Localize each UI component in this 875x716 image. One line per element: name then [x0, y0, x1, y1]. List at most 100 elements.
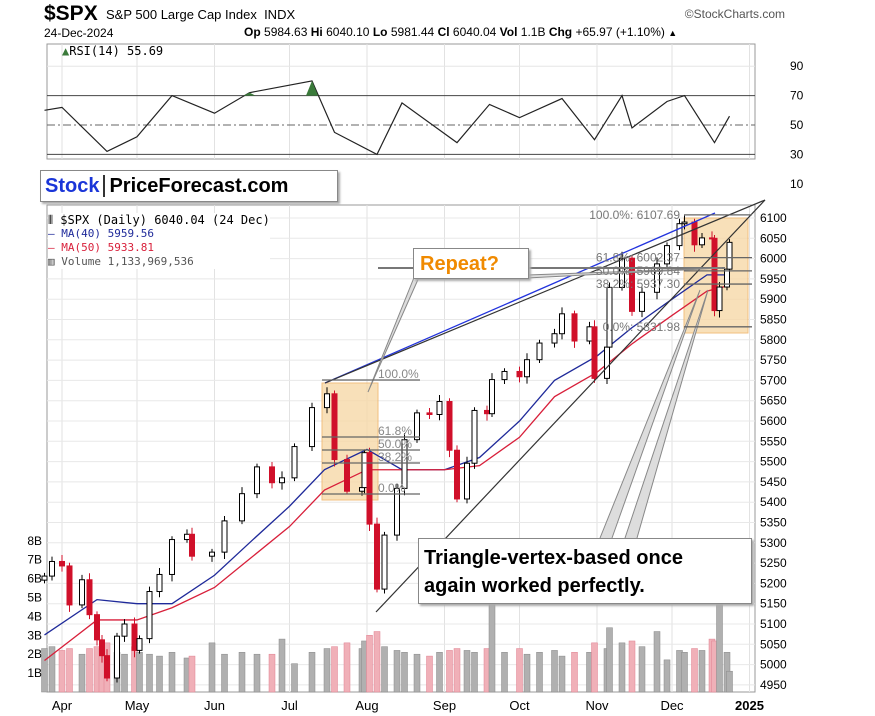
volume-bar — [726, 670, 733, 693]
candle-body — [414, 412, 420, 441]
candle-body — [711, 237, 718, 312]
symbol: $SPX — [44, 2, 98, 25]
candle-body — [426, 412, 433, 416]
vol-value: 1.1B — [520, 25, 546, 39]
volume-icon: ▥ — [48, 255, 55, 268]
volume-bar — [208, 642, 216, 693]
price-tick-label: 5150 — [760, 597, 787, 611]
op-label: Op — [244, 25, 261, 39]
candle-body — [489, 379, 495, 415]
volume-tick-label: 3B — [27, 628, 42, 642]
volume-bar — [698, 650, 706, 693]
candle-body — [571, 313, 578, 342]
candle-body — [516, 370, 523, 378]
candle-body — [114, 635, 120, 679]
candle-body — [136, 638, 143, 651]
price-tick-label: 5100 — [760, 617, 787, 631]
triangle-pointer-2 — [624, 289, 709, 539]
candle-body — [639, 291, 645, 312]
candle-body — [331, 393, 338, 461]
candle-body — [366, 452, 373, 525]
candle-body — [269, 466, 275, 484]
candle-body — [484, 409, 490, 415]
candle-body — [239, 493, 245, 522]
volume-bar — [156, 655, 163, 693]
volume-bar — [146, 653, 153, 693]
volume-bar — [291, 663, 298, 693]
price-tick-label: 5250 — [760, 556, 787, 570]
fib-label-right: 38.2%: 5937.30 — [596, 277, 680, 291]
rsi-overbought-fill — [306, 80, 318, 96]
candle-body — [209, 551, 215, 557]
price-tick-label: 6100 — [760, 211, 787, 225]
price-tick-label: 5950 — [760, 272, 787, 286]
volume-bar — [471, 652, 478, 693]
fib-label-left: 0.0% — [378, 481, 406, 495]
volume-bar — [551, 650, 558, 693]
price-tick-label: 5350 — [760, 516, 787, 530]
candle-body — [169, 539, 175, 575]
price-tick-label: 5200 — [760, 576, 787, 590]
volume-tick-label: 5B — [27, 591, 42, 605]
volume-bar — [436, 652, 443, 693]
up-arrow-icon: ▲ — [668, 28, 678, 38]
candle-body — [606, 286, 613, 348]
fib-label-right: 50.0%: 5969.84 — [596, 264, 680, 278]
date: 24-Dec-2024 — [44, 26, 114, 40]
rsi-tick-label: 90 — [790, 59, 804, 73]
candle-body — [524, 359, 530, 378]
repeat-pointer-left — [367, 274, 421, 393]
price-tick-label: 5400 — [760, 495, 787, 509]
candle-body — [436, 401, 443, 416]
hi-value: 6040.10 — [326, 25, 370, 39]
volume-bar — [121, 653, 128, 693]
candle-body — [94, 614, 100, 641]
triangle-callout-line1: Triangle-vertex-based once — [424, 547, 683, 569]
fib-label-left: 61.8% — [378, 424, 412, 438]
volume-bar — [66, 648, 73, 693]
price-tick-label: 5700 — [760, 373, 787, 387]
candle-body — [156, 573, 163, 593]
volume-bar — [278, 638, 286, 693]
volume-bar — [308, 652, 316, 693]
candle-body — [681, 221, 688, 225]
candle-body — [66, 565, 73, 606]
volume-bar — [41, 648, 48, 693]
candle-body — [464, 462, 470, 500]
price-tick-label: 5050 — [760, 637, 787, 651]
candle-body — [699, 237, 705, 246]
volume-bar — [571, 652, 578, 693]
fib-label-right: 61.8%: 6002.37 — [596, 251, 680, 265]
exchange: INDX — [264, 7, 296, 22]
volume-bar — [343, 642, 351, 693]
volume-bar — [323, 648, 331, 693]
candle-body — [591, 326, 598, 379]
candle-body — [446, 401, 453, 451]
candle-body — [654, 263, 660, 293]
volume-bar — [691, 648, 698, 693]
candle-body — [49, 560, 55, 577]
legend: ⫴ $SPX (Daily) 6040.04 (24 Dec) — MA(40)… — [48, 213, 270, 269]
price-tick-label: 5450 — [760, 475, 787, 489]
logo: Stock PriceForecast.com — [40, 170, 338, 202]
fib-label-left: 38.2% — [378, 450, 412, 464]
x-tick-label: Oct — [509, 698, 530, 713]
ohlc-line: Op 5984.63 Hi 6040.10 Lo 5981.44 Cl 6040… — [244, 25, 677, 39]
candle-body — [309, 407, 315, 448]
candle-body — [471, 409, 478, 464]
candle-body — [604, 346, 610, 379]
candle-body — [291, 446, 298, 479]
volume-bar — [453, 648, 461, 693]
legend-ma40-text: MA(40) 5959.56 — [61, 227, 154, 240]
candle-body — [104, 655, 110, 679]
candle-body — [121, 623, 128, 637]
volume-bar — [366, 635, 373, 693]
volume-bar — [681, 652, 688, 693]
candle-body — [279, 477, 285, 484]
volume-bar — [488, 599, 496, 693]
repeat-callout: Repeat? — [413, 248, 529, 279]
volume-tick-label: 4B — [27, 609, 42, 623]
legend-price: ⫴ $SPX (Daily) 6040.04 (24 Dec) — [48, 213, 270, 227]
volume-bar — [413, 653, 421, 693]
